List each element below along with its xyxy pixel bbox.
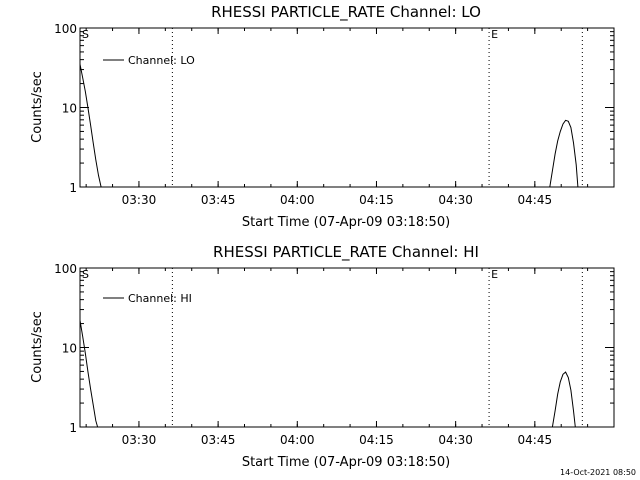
x-tick-label: 03:45 [201, 433, 236, 447]
panel-channel-lo: RHESSI PARTICLE_RATE Channel: LO Start T… [30, 3, 615, 230]
x-tick-label: 04:15 [359, 433, 394, 447]
marker-label-e: E [491, 268, 498, 281]
y-axis-label: Counts/sec [30, 71, 45, 143]
x-axis-label: Start Time (07-Apr-09 03:18:50) [242, 455, 450, 470]
series-line [79, 320, 99, 428]
legend-label: Channel: HI [128, 292, 192, 305]
legend-label: Channel: LO [128, 54, 195, 67]
marker-label-s: S [82, 268, 89, 281]
marker-label-s: S [82, 28, 89, 41]
x-tick-label: 04:45 [518, 433, 553, 447]
y-axis-label: Counts/sec [30, 311, 45, 383]
x-tick-label: 04:45 [518, 193, 553, 207]
legend: Channel: LO [103, 54, 195, 67]
y-tick-label: 10 [62, 102, 77, 116]
chart-title: RHESSI PARTICLE_RATE Channel: HI [213, 243, 479, 262]
x-tick-label: 04:00 [280, 193, 315, 207]
footer-timestamp: 14-Oct-2021 08:50 [560, 468, 636, 477]
x-tick-label: 04:30 [438, 433, 473, 447]
series-line [549, 119, 579, 188]
series-line [79, 64, 102, 188]
panel-channel-hi: RHESSI PARTICLE_RATE Channel: HI Start T… [30, 243, 615, 470]
x-tick-label: 04:30 [438, 193, 473, 207]
x-tick-label: 03:30 [122, 193, 157, 207]
y-tick-label: 10 [62, 342, 77, 356]
marker-label-e: E [491, 28, 498, 41]
x-tick-label: 04:00 [280, 433, 315, 447]
y-tick-label: 1 [69, 421, 77, 435]
x-tick-label: 03:45 [201, 193, 236, 207]
x-axis-label: Start Time (07-Apr-09 03:18:50) [242, 215, 450, 230]
y-tick-label: 1 [69, 181, 77, 195]
y-tick-label: 100 [54, 22, 77, 36]
x-tick-label: 04:15 [359, 193, 394, 207]
y-tick-label: 100 [54, 262, 77, 276]
chart-title: RHESSI PARTICLE_RATE Channel: LO [211, 3, 481, 22]
series-line [551, 371, 576, 428]
x-tick-label: 03:30 [122, 433, 157, 447]
legend: Channel: HI [103, 292, 192, 305]
